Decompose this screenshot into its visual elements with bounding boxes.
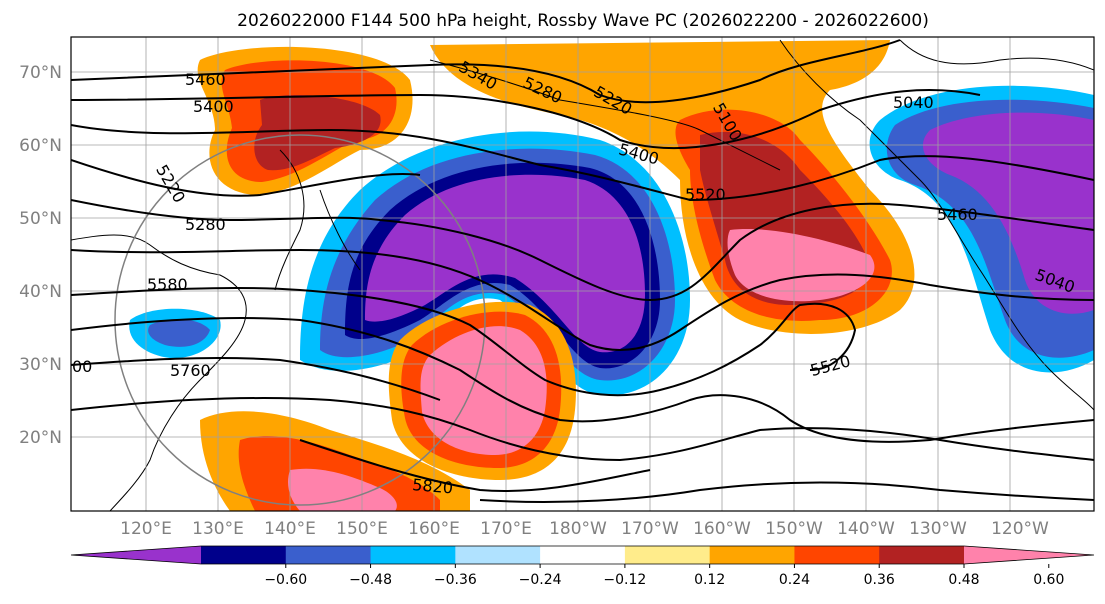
- colorbar-tick-label: 0.48: [948, 572, 979, 588]
- colorbar-tick-label: −0.24: [519, 572, 562, 588]
- contour-label: 5460: [937, 205, 978, 224]
- lon-label: 160°W: [693, 519, 751, 539]
- colorbar-segment: [370, 546, 456, 564]
- coastline-layer: [71, 39, 1094, 511]
- lon-label: 140°W: [837, 519, 895, 539]
- colorbar-segment: [624, 546, 711, 564]
- map-panel: 5460 5400 5220 5280 5580 5760 5340 5280 …: [70, 36, 1095, 512]
- colorbar-segment: [709, 546, 795, 564]
- colorbar-tick-label: −0.60: [264, 572, 307, 588]
- lat-label: 70°N: [19, 63, 62, 83]
- contour-label: 00: [72, 357, 92, 376]
- colorbar-tick-label: 0.36: [864, 572, 895, 588]
- lon-label: 150°E: [336, 519, 388, 539]
- colorbar-segment: [794, 546, 880, 564]
- negative-anomaly-region: [148, 318, 210, 347]
- colorbar-extend-min: [71, 546, 201, 564]
- colorbar-segment: [455, 546, 541, 564]
- colorbar-tick-label: 0.12: [694, 572, 725, 588]
- positive-anomaly-region: [254, 95, 381, 171]
- contour-label: 5040: [893, 93, 934, 112]
- lat-label: 40°N: [19, 282, 62, 302]
- colorbar-tick-label: −0.48: [349, 572, 392, 588]
- figure-title: 2026022000 F144 500 hPa height, Rossby W…: [237, 11, 929, 31]
- longitude-labels: 120°E 130°E 140°E 150°E 160°E 170°E 180°…: [120, 519, 1049, 539]
- negative-anomaly-region: [922, 112, 1094, 314]
- colorbar-tick-label: 0.24: [779, 572, 810, 588]
- lat-label: 50°N: [19, 209, 62, 229]
- colorbar-tick-label: −0.12: [603, 572, 646, 588]
- positive-anomaly-region: [727, 229, 875, 302]
- lon-label: 170°W: [621, 519, 679, 539]
- anomaly-fill-layer: [129, 40, 1094, 511]
- lat-label: 30°N: [19, 355, 62, 375]
- contour-label: 5400: [193, 97, 234, 116]
- lat-label: 60°N: [19, 136, 62, 156]
- lon-label: 130°E: [192, 519, 244, 539]
- lon-label: 150°W: [765, 519, 823, 539]
- range-circle: [114, 134, 486, 506]
- contour-label: 5760: [170, 361, 211, 380]
- colorbar-tick-label: 0.60: [1033, 572, 1064, 588]
- colorbar-outline: [70, 545, 1095, 565]
- colorbar-segment: [285, 546, 372, 564]
- negative-anomaly-region: [365, 174, 645, 353]
- lon-label: 170°E: [480, 519, 532, 539]
- latitude-labels: 70°N 60°N 50°N 40°N 30°N 20°N: [19, 63, 62, 448]
- lon-label: 140°E: [264, 519, 316, 539]
- colorbar-tick-label: −0.36: [434, 572, 477, 588]
- lon-label: 120°W: [991, 519, 1049, 539]
- contour-label: 5280: [185, 215, 226, 234]
- lon-label: 180°W: [549, 519, 607, 539]
- colorbar-extend-max: [964, 546, 1094, 564]
- colorbar-segment: [201, 546, 287, 564]
- lat-label: 20°N: [19, 428, 62, 448]
- height-contours: [71, 39, 1094, 503]
- lon-label: 130°W: [909, 519, 967, 539]
- map-border: [70, 36, 1095, 512]
- positive-anomaly-region: [288, 468, 397, 511]
- colorbar: −0.60 −0.48 −0.36 −0.24 −0.12 0.12 0.24 0.36 0.4…: [70, 545, 1095, 588]
- colorbar-segment: [540, 546, 626, 564]
- contour-label: 5460: [185, 70, 226, 89]
- colorbar-segment: [879, 546, 965, 564]
- contour-label: 5580: [147, 275, 188, 294]
- contour-label: 5520: [685, 185, 726, 204]
- lon-label: 120°E: [120, 519, 172, 539]
- contour-label: 5820: [412, 475, 454, 497]
- lon-label: 160°E: [408, 519, 460, 539]
